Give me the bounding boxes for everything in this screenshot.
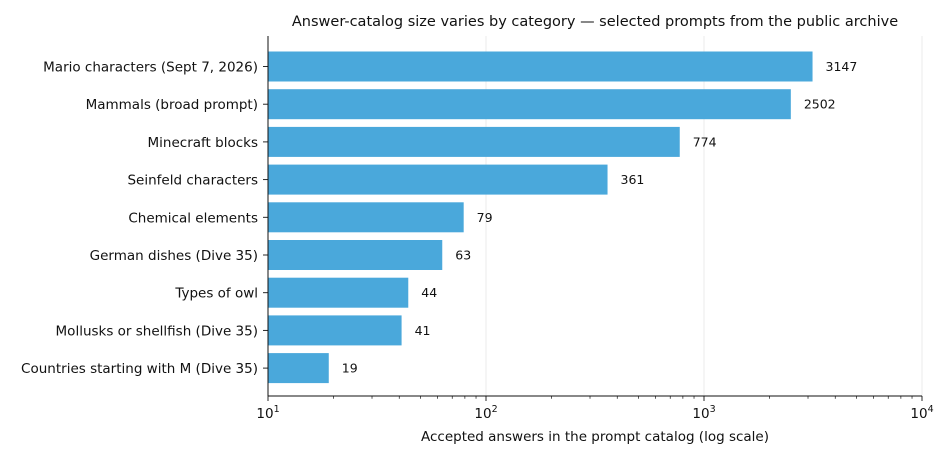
x-tick-label-0: 101 [256,404,279,422]
category-label-2: Minecraft blocks [148,135,258,151]
data-label-4: 79 [477,210,493,225]
bar-1 [268,89,791,120]
data-label-8: 19 [342,361,358,376]
data-label-5: 63 [455,248,471,263]
category-label-6: Types of owl [174,286,258,302]
category-label-0: Mario characters (Sept 7, 2026) [43,60,258,76]
bar-8 [268,353,329,384]
data-label-1: 2502 [804,97,836,112]
bar-5 [268,240,443,270]
bar-7 [268,315,402,346]
category-label-3: Seinfeld characters [127,173,258,189]
bar-4 [268,202,464,233]
category-label-4: Chemical elements [128,210,258,226]
category-label-1: Mammals (broad prompt) [86,97,258,113]
x-axis-ticks: 101 102 103 104 [256,396,934,422]
data-label-6: 44 [421,285,437,300]
x-axis-label: Accepted answers in the prompt catalog (… [421,429,769,445]
bar-2 [268,126,680,157]
category-label-5: German dishes (Dive 35) [90,248,258,264]
x-tick-label-3: 104 [910,404,933,422]
x-tick-label-1: 102 [474,404,497,422]
chart-title: Answer-catalog size varies by category —… [292,14,898,30]
data-label-7: 41 [415,323,431,338]
category-label-8: Countries starting with M (Dive 35) [21,361,258,377]
data-label-2: 774 [693,134,717,149]
data-label-0: 3147 [826,59,858,74]
bar-6 [268,277,409,308]
data-label-3: 361 [621,172,645,187]
category-label-7: Mollusks or shellfish (Dive 35) [56,323,258,339]
bar-0 [268,51,813,82]
x-tick-label-2: 103 [692,404,715,422]
axes [263,36,922,397]
x-axis-minor-ticks [333,396,913,399]
bars [268,51,813,384]
data-labels: 3147 2502 774 361 79 63 44 41 19 [342,59,858,376]
bar-3 [268,164,608,195]
category-labels: Mario characters (Sept 7, 2026) Mammals (… [21,60,258,378]
